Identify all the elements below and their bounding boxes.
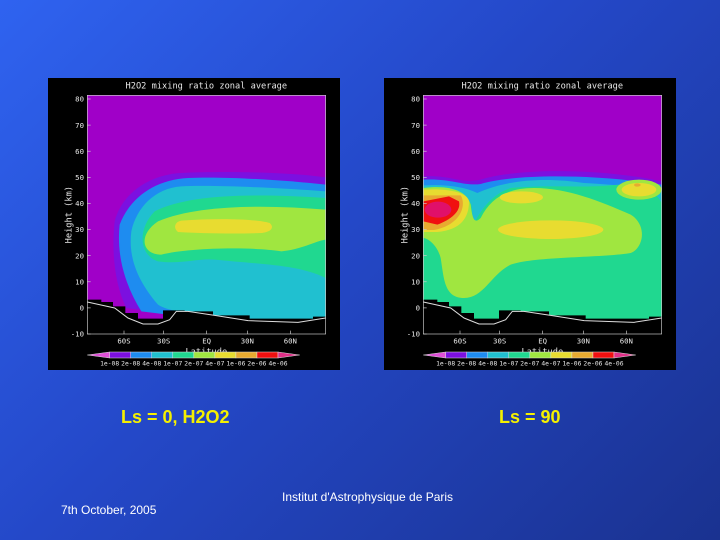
x-axis: 60S 30S EQ 30N 60N [117, 330, 297, 346]
x-tick-label: 60N [620, 337, 633, 346]
colorbar-swatch [256, 351, 279, 359]
colorbar-label: 2e-08 [457, 360, 476, 367]
y-tick-label: 10 [75, 277, 84, 286]
plot-title: H2O2 mixing ratio zonal average [126, 82, 288, 92]
colorbar-label: 2e-08 [121, 360, 140, 367]
y-tick-label: -10 [407, 330, 420, 339]
topography-line [87, 301, 326, 325]
colorbar-label: 1e-07 [499, 360, 518, 367]
footer-institute: Institut d'Astrophysique de Paris [282, 490, 454, 504]
contour-level-1e-06 [175, 219, 272, 234]
y-tick-label: 60 [411, 147, 420, 156]
y-tick-label: 50 [411, 173, 420, 182]
y-tick-label: 70 [75, 121, 84, 130]
colorbar-swatch [571, 351, 594, 359]
topography-line [423, 301, 662, 325]
colorbar-swatch [445, 351, 467, 359]
colorbar: 1e-08 2e-08 4e-08 1e-07 2e-07 4e-07 1e-06 2e-06… [87, 351, 300, 367]
colorbar-swatch [508, 351, 531, 359]
colorbar-label: 2e-07 [520, 360, 539, 367]
caption-right: Ls = 90 [499, 407, 561, 427]
colorbar-swatch [487, 351, 510, 359]
colorbar-arrow-low [423, 351, 446, 359]
colorbar-label: 4e-08 [478, 360, 497, 367]
colorbar-label: 1e-08 [436, 360, 455, 367]
x-tick-label: 60S [117, 337, 130, 346]
colorbar-swatch [172, 351, 195, 359]
colorbar: 1e-08 2e-08 4e-08 1e-07 2e-07 4e-07 1e-06 2e-06… [423, 351, 636, 367]
colorbar-label: 1e-06 [226, 360, 245, 367]
x-tick-label: 60S [453, 337, 466, 346]
y-tick-label: 50 [75, 173, 84, 182]
x-tick-label: 30N [241, 337, 254, 346]
x-tick-label: 30N [577, 337, 590, 346]
colorbar-swatch [550, 351, 573, 359]
y-tick-label: 30 [411, 225, 420, 234]
colorbar-arrow-high [277, 351, 300, 359]
colorbar-label: 1e-06 [562, 360, 581, 367]
contour-level-max-south [424, 201, 452, 218]
y-tick-label: 0 [80, 304, 84, 313]
y-tick-label: 40 [411, 199, 420, 208]
colorbar-label: 4e-08 [142, 360, 161, 367]
contour-field [423, 95, 662, 334]
terrain-mask [87, 299, 326, 334]
plot-title: H2O2 mixing ratio zonal average [462, 82, 624, 92]
colorbar-label: 4e-06 [268, 360, 287, 367]
y-tick-label: 70 [411, 121, 420, 130]
y-tick-label: 80 [411, 95, 420, 104]
contour-plot-ls90: H2O2 mixing ratio zonal average -10 0 10 20… [400, 82, 662, 367]
x-tick-label: EQ [538, 337, 547, 346]
contour-level-1e-06-upper [499, 191, 543, 204]
colorbar-swatch [529, 351, 552, 359]
colorbar-swatch [151, 351, 174, 359]
x-axis: 60S 30S EQ 30N 60N [453, 330, 633, 346]
plot-ls90: H2O2 mixing ratio zonal average -10 0 10 20… [384, 78, 676, 370]
contour-level-1e-06-north [621, 183, 657, 197]
y-tick-label: 40 [75, 199, 84, 208]
y-tick-label: 80 [75, 95, 84, 104]
y-tick-label: 20 [75, 251, 84, 260]
colorbar-arrow-high [613, 351, 636, 359]
y-axis: -10 0 10 20 30 40 50 60 70 80 [71, 95, 91, 339]
colorbar-swatch [235, 351, 258, 359]
colorbar-swatch [193, 351, 216, 359]
colorbar-swatch [592, 351, 615, 359]
colorbar-swatch [466, 351, 488, 359]
contour-level-2e-06-north [634, 183, 641, 187]
y-axis-label: Height (km) [64, 186, 74, 243]
terrain-mask [423, 299, 662, 334]
x-tick-label: 30S [493, 337, 506, 346]
y-tick-label: 20 [411, 251, 420, 260]
y-tick-label: 60 [75, 147, 84, 156]
y-tick-label: -10 [71, 330, 84, 339]
colorbar-label: 2e-06 [583, 360, 602, 367]
y-axis: -10 0 10 20 30 40 50 60 70 80 [407, 95, 427, 339]
x-tick-label: EQ [202, 337, 211, 346]
y-tick-label: 10 [411, 277, 420, 286]
y-tick-label: 0 [416, 304, 420, 313]
contour-level-1e-06-mid [498, 220, 604, 239]
contour-level-4e-07 [423, 187, 642, 298]
colorbar-label: 2e-07 [184, 360, 203, 367]
colorbar-swatch [214, 351, 237, 359]
y-tick-label: 30 [75, 225, 84, 234]
contour-field [87, 95, 326, 334]
colorbar-label: 4e-06 [604, 360, 623, 367]
colorbar-label: 1e-08 [100, 360, 119, 367]
colorbar-swatch [130, 351, 152, 359]
caption-left: Ls = 0, H2O2 [121, 407, 230, 427]
colorbar-swatch [109, 351, 131, 359]
footer-date: 7th October, 2005 [61, 503, 157, 517]
colorbar-arrow-low [87, 351, 110, 359]
contour-plot-ls0: H2O2 mixing ratio zonal average -10 0 10 20… [64, 82, 326, 367]
colorbar-label: 4e-07 [205, 360, 224, 367]
colorbar-label: 1e-07 [163, 360, 182, 367]
y-axis-label: Height (km) [400, 186, 410, 243]
plot-ls0: H2O2 mixing ratio zonal average -10 0 10 20… [48, 78, 340, 370]
colorbar-label: 2e-06 [247, 360, 266, 367]
x-tick-label: 30S [157, 337, 170, 346]
x-tick-label: 60N [284, 337, 297, 346]
colorbar-label: 4e-07 [541, 360, 560, 367]
